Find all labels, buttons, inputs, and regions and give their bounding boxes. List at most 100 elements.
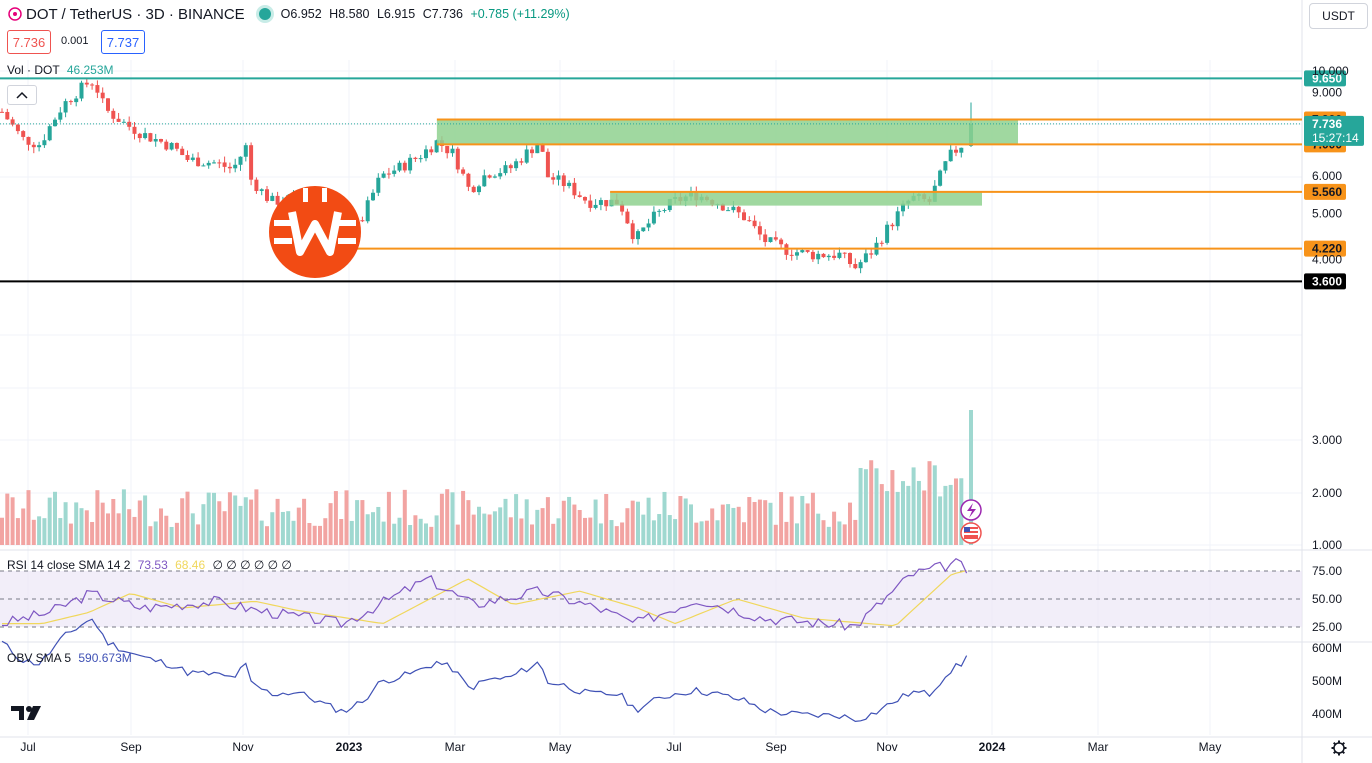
- volume-bar: [408, 525, 413, 545]
- volume-bar: [180, 498, 185, 545]
- candle: [164, 141, 169, 150]
- volume-bar: [657, 514, 662, 545]
- buy-button[interactable]: 7.737: [101, 30, 145, 54]
- candle: [201, 165, 206, 167]
- volume-bar: [455, 524, 460, 545]
- volume-bar: [355, 500, 360, 545]
- volume-bars: [0, 410, 973, 545]
- candle: [604, 200, 609, 207]
- currency-select[interactable]: USDT: [1309, 3, 1368, 29]
- candle: [74, 98, 79, 103]
- lightning-icon-path: [967, 503, 976, 518]
- price-axis-label: 3.000: [1312, 433, 1342, 447]
- volume-bar: [662, 491, 667, 545]
- volume-bar: [842, 524, 847, 545]
- gear-tooth: [1341, 741, 1346, 746]
- volume-bar: [21, 508, 26, 545]
- volume-bar: [265, 526, 269, 545]
- volume-bar: [312, 525, 317, 545]
- candle: [392, 170, 397, 174]
- candle: [227, 166, 232, 169]
- volume-bar: [196, 524, 201, 545]
- candles: [0, 77, 973, 274]
- volume-legend-label: Vol · DOT: [7, 63, 60, 77]
- volume-bar: [339, 519, 344, 545]
- candle: [503, 165, 508, 174]
- settings-gear-icon[interactable]: [1331, 740, 1347, 756]
- volume-bar: [243, 497, 248, 545]
- volume-bar: [704, 520, 709, 545]
- candle: [773, 237, 778, 240]
- symbol-legend[interactable]: DOT / TetherUS · 3D · BINANCE O6.952 H8.…: [8, 4, 574, 24]
- candle: [959, 147, 964, 153]
- logo-bar: [274, 238, 292, 244]
- candle: [153, 139, 158, 142]
- collapse-legend-button[interactable]: [7, 85, 37, 105]
- candle: [651, 211, 656, 224]
- volume-bar: [402, 489, 407, 545]
- volume-bar: [948, 484, 953, 545]
- flag-stripe: [964, 529, 978, 531]
- volume-bar: [121, 489, 126, 545]
- candle: [895, 211, 900, 227]
- candle: [810, 251, 815, 260]
- volume-bar: [222, 511, 227, 545]
- exchange-logo-icon: [269, 186, 361, 278]
- candle: [31, 144, 36, 148]
- rsi-sma-line: [2, 570, 967, 627]
- candle: [116, 118, 121, 122]
- candle: [371, 192, 375, 201]
- volume-bar: [969, 410, 973, 545]
- candle: [471, 186, 476, 193]
- price-axis-label: 10.000: [1312, 64, 1349, 78]
- volume-bar: [259, 520, 264, 545]
- volume-bar: [482, 513, 487, 545]
- candle: [42, 140, 47, 146]
- obv-legend[interactable]: OBV SMA 5 590.673M: [7, 651, 132, 665]
- volume-bar: [116, 513, 121, 545]
- candle: [26, 136, 31, 145]
- volume-bar: [667, 515, 672, 545]
- sell-button[interactable]: 7.736: [7, 30, 51, 54]
- volume-bar: [858, 467, 863, 545]
- candle: [646, 223, 651, 228]
- candle: [763, 234, 768, 243]
- flag-canton: [964, 527, 970, 532]
- volume-bar: [381, 521, 386, 545]
- candle: [551, 177, 556, 180]
- volume-bar: [895, 491, 900, 545]
- candle: [15, 124, 20, 132]
- volume-bar: [280, 511, 285, 545]
- volume-bar: [614, 526, 619, 545]
- volume-bar: [63, 502, 68, 545]
- volume-bar: [810, 492, 815, 545]
- candle: [572, 182, 577, 196]
- volume-bar: [789, 496, 794, 545]
- rsi-legend[interactable]: RSI 14 close SMA 14 2 73.53 68.46 ∅ ∅ ∅ …: [7, 558, 292, 572]
- candle: [477, 186, 481, 193]
- time-axis-label: Sep: [120, 740, 142, 754]
- volume-bar: [190, 513, 195, 545]
- symbol-title: DOT / TetherUS · 3D · BINANCE: [26, 5, 245, 23]
- candle: [954, 149, 958, 153]
- volume-bar: [890, 470, 895, 545]
- volume-bar: [106, 513, 110, 545]
- volume-bar: [477, 506, 481, 545]
- volume-bar: [911, 467, 916, 545]
- candle: [625, 211, 630, 224]
- volume-bar: [800, 495, 805, 545]
- volume-bar: [153, 521, 158, 545]
- candle: [397, 162, 402, 171]
- candle: [159, 139, 163, 142]
- candle: [222, 162, 227, 167]
- price-tag: [1304, 70, 1346, 87]
- volume-legend[interactable]: Vol · DOT 46.253M: [7, 63, 114, 77]
- obv-legend-label: OBV SMA 5: [7, 651, 72, 665]
- volume-bar: [694, 522, 699, 545]
- logo-bar: [338, 238, 356, 244]
- volume-bar: [333, 491, 338, 545]
- countdown-label: 15:27:14: [1312, 131, 1359, 145]
- candle: [148, 133, 153, 142]
- volume-bar: [837, 521, 842, 545]
